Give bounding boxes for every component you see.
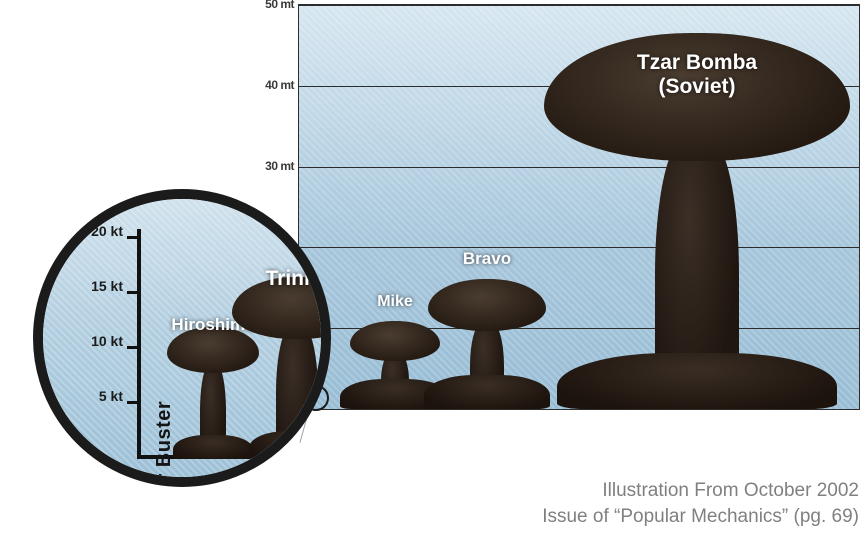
gridline xyxy=(299,167,859,168)
gridline xyxy=(299,5,859,6)
inset-cloud-label: Trinity xyxy=(217,267,331,291)
inset-tick xyxy=(127,291,137,294)
cloud-label: Tzar Bomba(Soviet) xyxy=(524,51,860,99)
caption: Illustration From October 2002Issue of “… xyxy=(542,478,859,529)
cloud-label: Bravo xyxy=(408,249,566,269)
gridline xyxy=(299,247,859,248)
inset-tick-label: 5 kt xyxy=(79,388,123,404)
inset-zoom-circle: 5 kt10 kt15 kt20 ktBunker BusterHiroshim… xyxy=(33,189,331,487)
inset-y-axis xyxy=(137,229,141,459)
inset-tick-label: 10 kt xyxy=(79,333,123,349)
inset-tick xyxy=(127,236,137,239)
main-chart: MikeBravoTzar Bomba(Soviet) xyxy=(298,4,860,410)
inset-tick xyxy=(127,401,137,404)
inset-vertical-label-bunker-buster: Bunker Buster xyxy=(153,401,176,487)
y-tick-label: 50 mt xyxy=(244,0,294,11)
page: MikeBravoTzar Bomba(Soviet) 10 mt20 mt30… xyxy=(0,0,865,534)
inset-tick-label: 15 kt xyxy=(79,278,123,294)
y-tick-label: 40 mt xyxy=(244,78,294,92)
inset-tick xyxy=(127,346,137,349)
inset-tick-label: 20 kt xyxy=(79,223,123,239)
y-tick-label: 30 mt xyxy=(244,159,294,173)
